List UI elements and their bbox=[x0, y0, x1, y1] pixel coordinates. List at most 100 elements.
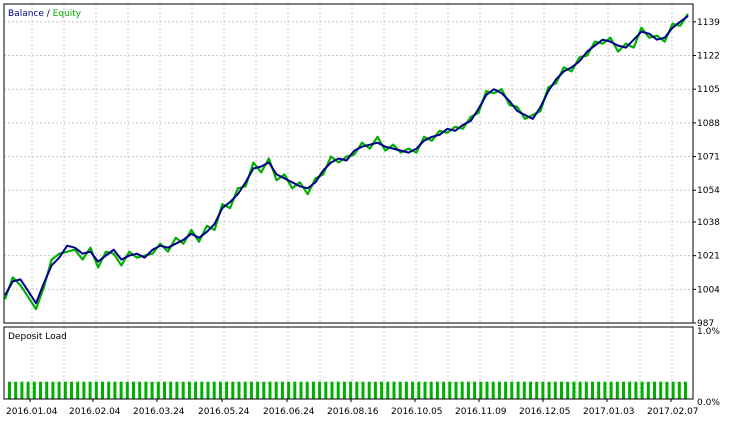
load-panel-frame bbox=[3, 326, 694, 400]
x-tick-label: 2016.03.24 bbox=[133, 407, 185, 417]
deposit-load-bar bbox=[144, 381, 148, 399]
deposit-load-bar bbox=[76, 381, 80, 399]
y-tick-label: 1021 bbox=[697, 252, 720, 262]
deposit-load-bar bbox=[560, 381, 563, 399]
deposit-load-bar bbox=[516, 381, 520, 399]
deposit-load-bar bbox=[597, 381, 601, 399]
y-tick-label: 1071 bbox=[697, 153, 720, 163]
x-tick-label: 2016.06.24 bbox=[263, 407, 315, 417]
deposit-load-bar bbox=[311, 381, 315, 399]
deposit-load-bar bbox=[243, 381, 247, 399]
equity-line bbox=[3, 13, 689, 311]
deposit-load-bar bbox=[187, 381, 191, 399]
deposit-load-bar bbox=[615, 381, 619, 399]
y-tick-label: 1038 bbox=[697, 218, 720, 228]
deposit-load-bar bbox=[659, 381, 663, 399]
deposit-load-bar bbox=[113, 381, 117, 399]
deposit-load-bar bbox=[14, 381, 18, 399]
deposit-load-bar bbox=[448, 381, 452, 399]
deposit-load-bar bbox=[200, 381, 204, 399]
deposit-load-bar bbox=[572, 381, 576, 399]
deposit-load-bar bbox=[70, 381, 73, 399]
deposit-load-bar bbox=[677, 381, 681, 399]
deposit-load-title: Deposit Load bbox=[8, 332, 67, 342]
y-tick-label: 1105 bbox=[697, 85, 720, 95]
deposit-load-bar bbox=[305, 381, 309, 399]
deposit-load-bar bbox=[603, 381, 607, 399]
deposit-load-bar bbox=[349, 381, 353, 399]
deposit-load-bar bbox=[63, 381, 67, 399]
deposit-load-bar bbox=[287, 381, 291, 399]
deposit-load-bar bbox=[367, 381, 371, 399]
y-tick-label: 1122 bbox=[697, 52, 720, 62]
x-tick-label: 2017.01.03 bbox=[583, 407, 635, 417]
deposit-load-bar bbox=[510, 381, 514, 399]
deposit-load-bar bbox=[107, 381, 111, 399]
deposit-load-bar bbox=[231, 381, 235, 399]
deposit-load-bar bbox=[256, 381, 260, 399]
deposit-load-bar bbox=[8, 381, 11, 399]
x-tick-label: 2016.12.05 bbox=[519, 407, 571, 417]
deposit-load-bar bbox=[249, 381, 253, 399]
deposit-load-bar bbox=[138, 381, 142, 399]
deposit-load-bar bbox=[578, 381, 582, 399]
deposit-load-bar bbox=[411, 381, 415, 399]
deposit-load-bar bbox=[194, 381, 198, 399]
deposit-load-bar bbox=[541, 381, 545, 399]
deposit-load-bar bbox=[225, 381, 229, 399]
deposit-load-bar bbox=[442, 381, 446, 399]
deposit-load-bar bbox=[628, 381, 632, 399]
deposit-load-bar bbox=[684, 381, 687, 399]
deposit-load-bar bbox=[535, 381, 539, 399]
deposit-load-bar bbox=[336, 381, 340, 399]
deposit-load-bar bbox=[94, 381, 98, 399]
deposit-load-bars bbox=[8, 381, 687, 399]
deposit-load-bar bbox=[101, 381, 104, 399]
deposit-load-bar bbox=[88, 381, 92, 399]
deposit-load-bar bbox=[634, 381, 638, 399]
x-tick-label: 2017.02.07 bbox=[647, 407, 699, 417]
deposit-load-bar bbox=[404, 381, 408, 399]
deposit-load-bar bbox=[342, 381, 346, 399]
deposit-load-bar bbox=[318, 381, 322, 399]
deposit-load-bar bbox=[262, 381, 266, 399]
deposit-load-bar bbox=[125, 381, 129, 399]
deposit-load-bar bbox=[330, 381, 334, 399]
y-axis-ticks: 1139 1122 1105 1088 1071 1054 1038 1021 1004 987 bbox=[693, 18, 720, 329]
legend: Balance / Equity bbox=[8, 9, 82, 19]
deposit-load-bar bbox=[622, 381, 625, 399]
deposit-load-bar bbox=[57, 381, 61, 399]
x-tick-label: 2016.08.16 bbox=[327, 407, 379, 417]
deposit-load-bar bbox=[423, 381, 427, 399]
legend-separator: / bbox=[44, 9, 53, 19]
deposit-load-bar bbox=[609, 381, 613, 399]
deposit-load-bar bbox=[324, 381, 328, 399]
deposit-load-bar bbox=[218, 381, 222, 399]
deposit-load-bar bbox=[268, 381, 272, 399]
deposit-load-bar bbox=[491, 381, 495, 399]
deposit-load-bar bbox=[39, 381, 42, 399]
deposit-load-bar bbox=[640, 381, 644, 399]
deposit-load-bar bbox=[435, 381, 439, 399]
deposit-load-bar bbox=[26, 381, 30, 399]
x-tick-label: 2016.01.04 bbox=[6, 407, 58, 417]
deposit-load-bar bbox=[497, 381, 501, 399]
deposit-load-bar bbox=[169, 381, 173, 399]
x-axis-ticks: 2016.01.04 2016.02.04 2016.03.24 2016.05.24… bbox=[6, 399, 699, 417]
deposit-load-bar bbox=[212, 381, 216, 399]
load-y-axis-ticks: 1.0% 0.0% bbox=[697, 327, 720, 408]
main-grid bbox=[4, 4, 693, 323]
deposit-load-bar bbox=[566, 381, 570, 399]
deposit-load-bar bbox=[671, 381, 675, 399]
deposit-load-bar bbox=[665, 381, 669, 399]
deposit-load-bar bbox=[522, 381, 526, 399]
deposit-load-bar bbox=[584, 381, 588, 399]
deposit-load-bar bbox=[380, 381, 384, 399]
deposit-load-bar bbox=[591, 381, 594, 399]
deposit-load-bar bbox=[386, 381, 390, 399]
deposit-load-bar bbox=[398, 381, 402, 399]
main-panel-frame bbox=[3, 3, 694, 324]
deposit-load-bar bbox=[51, 381, 55, 399]
deposit-load-bar bbox=[504, 381, 508, 399]
